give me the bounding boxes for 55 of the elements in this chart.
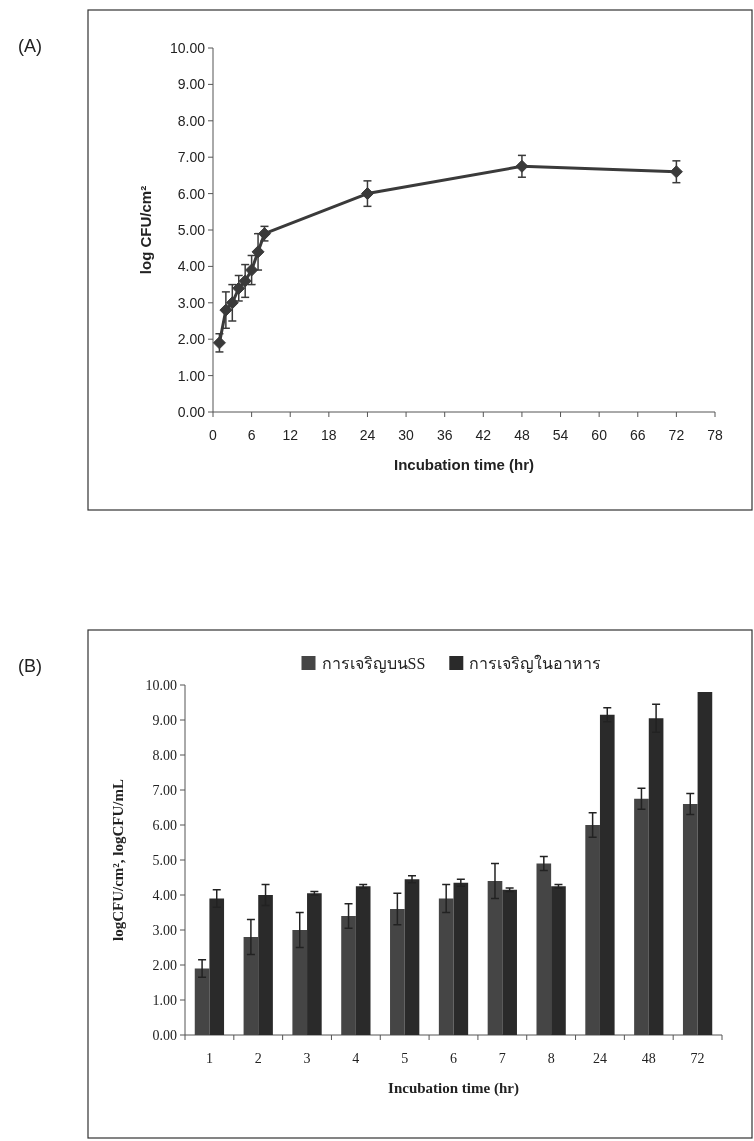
x-axis-title: Incubation time (hr) [388,1080,519,1097]
x-tick-label: 78 [707,427,723,443]
y-tick-label: 3.00 [177,294,206,311]
y-tick-label: 10.00 [169,40,206,56]
y-tick-label: 9.00 [177,76,206,93]
y-tick-label: 2.00 [152,958,177,973]
y-tick-label: 4.00 [177,258,206,275]
x-tick-label: 48 [514,427,530,443]
y-tick-label: 2.00 [177,331,206,348]
x-tick-label: 72 [668,427,685,443]
x-tick-label: 72 [690,1051,705,1066]
y-tick-label: 5.00 [177,222,206,238]
x-tick-label: 8 [547,1051,555,1066]
x-axis-title: Incubation time (hr) [394,456,534,473]
y-tick-label: 6.00 [152,818,177,833]
y-tick-label: 0.00 [152,1028,177,1043]
y-tick-label: 8.00 [177,112,206,129]
y-tick-label: 8.00 [152,748,177,763]
text: (A) [18,36,42,56]
x-tick-label: 6 [247,427,256,443]
x-tick-label: 4 [352,1051,360,1066]
x-tick-label: 24 [592,1051,607,1066]
y-tick-label: 9.00 [152,713,177,728]
y-tick-label: 0.00 [177,404,206,420]
x-tick-label: 60 [591,427,608,443]
x-tick-label: 54 [552,427,569,443]
y-axis-title: log CFU/cm² [137,185,154,275]
x-tick-label: 12 [282,427,299,443]
x-tick-label: 42 [475,427,492,443]
legend-label: การเจริญบนSS [321,655,426,673]
text: (B) [18,656,42,676]
x-tick-label: 7 [498,1051,506,1066]
x-tick-label: 66 [629,427,646,443]
y-tick-label: 1.00 [152,993,177,1008]
y-axis-title: logCFU/cm², logCFU/mL [110,779,126,941]
x-tick-label: 24 [359,427,376,443]
y-tick-label: 7.00 [152,783,177,798]
x-tick-label: 1 [205,1051,213,1066]
x-tick-label: 5 [401,1051,409,1066]
x-tick-label: 6 [450,1051,457,1066]
x-tick-label: 3 [303,1051,311,1066]
y-tick-label: 3.00 [152,923,177,938]
x-tick-label: 2 [254,1051,262,1066]
x-tick-label: 30 [398,427,415,443]
y-tick-label: 1.00 [177,367,206,384]
x-tick-label: 48 [641,1051,656,1066]
x-tick-label: 18 [321,427,337,443]
legend-label: การเจริญในอาหาร [469,654,602,673]
y-tick-label: 4.00 [152,888,177,903]
y-tick-label: 10.00 [145,678,177,693]
x-tick-label: 0 [209,427,218,443]
y-tick-label: 6.00 [177,185,206,202]
y-tick-label: 5.00 [152,853,177,868]
y-tick-label: 7.00 [177,149,206,166]
x-tick-label: 36 [436,427,453,443]
